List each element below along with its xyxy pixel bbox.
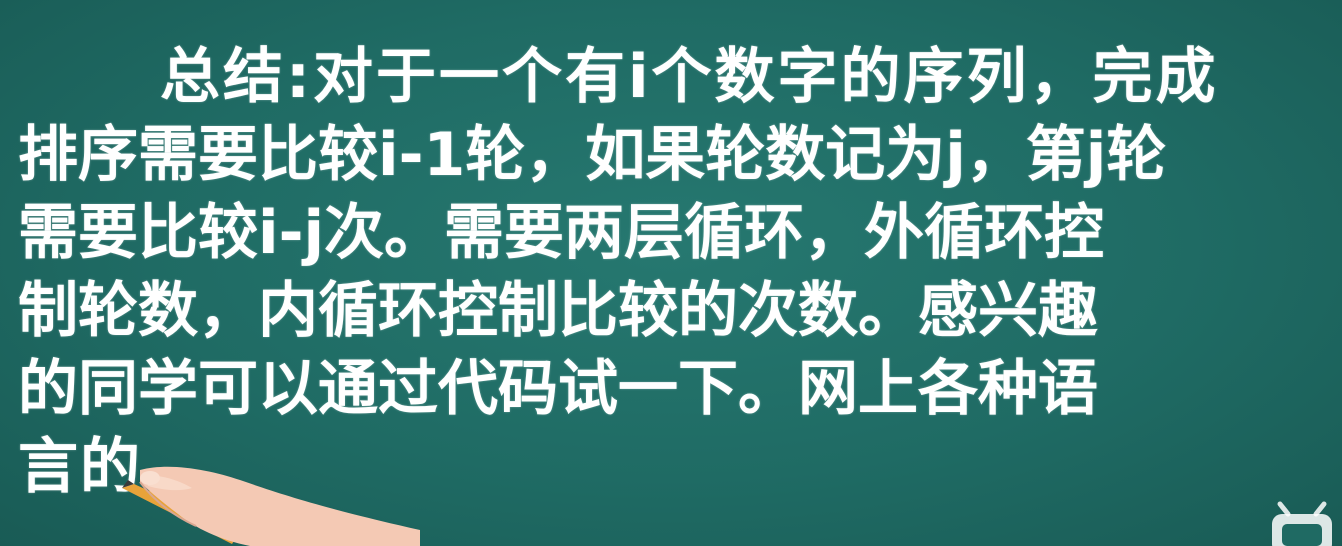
tv-logo-icon [1272,501,1332,546]
lesson-line-5: 的同学可以通过代码试一下。网上各种语 [18,354,1098,424]
lesson-line-1: 总结:对于一个有i个数字的序列，完成 [160,42,1219,112]
lesson-line-6: 言的 [18,432,142,502]
hand-holding-pencil-icon [122,466,420,546]
lesson-line-3: 需要比较i-j次。需要两层循环，外循环控 [18,198,1105,268]
lesson-line-2: 排序需要比较i-1轮，如果轮数记为j，第j轮 [18,120,1167,190]
lesson-line-4: 制轮数，内循环控制比较的次数。感兴趣 [18,276,1098,346]
